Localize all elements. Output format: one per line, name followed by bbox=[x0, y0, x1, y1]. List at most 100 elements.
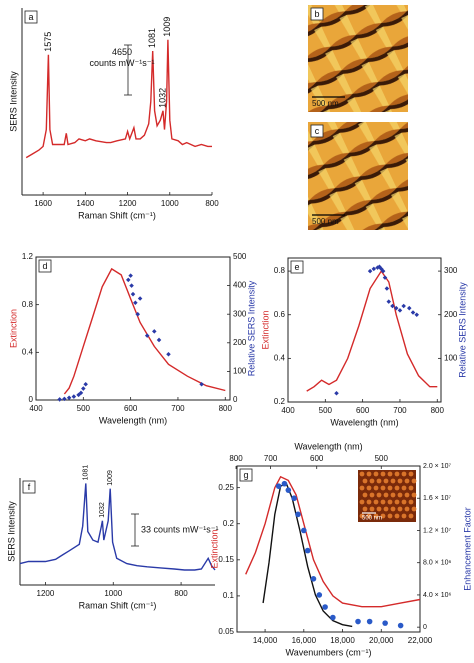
data-point bbox=[152, 329, 157, 334]
panel: 1200 1000 800 Raman Shift (cm⁻¹) SERS Intens… bbox=[6, 465, 218, 611]
data-line bbox=[245, 475, 421, 608]
data-point bbox=[367, 268, 373, 274]
inset-texture bbox=[373, 485, 379, 491]
y-tick-label: 0.05 bbox=[218, 627, 234, 636]
plot-frame bbox=[236, 465, 421, 633]
y2-tick-label: 4.0 × 10⁶ bbox=[423, 592, 451, 599]
inset-texture bbox=[397, 492, 403, 498]
data-point bbox=[301, 527, 307, 534]
x-tick-label: 1000 bbox=[104, 589, 122, 598]
data-point bbox=[281, 480, 288, 487]
y-tick-label: 0.4 bbox=[274, 353, 286, 362]
panel: 14,000 16,000 18,000 20,000 22,000 Wavenumber… bbox=[209, 441, 472, 657]
inset-texture bbox=[376, 478, 382, 484]
peak-label: 1009 bbox=[162, 17, 172, 37]
scale-bar-label: counts mW⁻¹s⁻¹ bbox=[89, 58, 154, 68]
data-point bbox=[81, 386, 86, 391]
y2-tick-label: 200 bbox=[444, 310, 458, 319]
peak-label: 1081 bbox=[147, 28, 157, 48]
inset-texture bbox=[380, 513, 386, 519]
x2-tick-label: 800 bbox=[229, 454, 243, 463]
inset-texture bbox=[404, 506, 410, 512]
afm-image bbox=[308, 5, 408, 112]
y2-axis-label: Relative SERS Intensity bbox=[246, 280, 256, 376]
data-point bbox=[382, 275, 388, 280]
data-point bbox=[199, 382, 204, 387]
x-axis-label: Raman Shift (cm⁻¹) bbox=[78, 210, 156, 220]
y-axis-label: Extinction bbox=[260, 310, 270, 349]
data-point bbox=[366, 618, 373, 625]
data-point bbox=[382, 620, 388, 626]
inset-texture bbox=[359, 471, 365, 477]
data-point bbox=[386, 299, 392, 304]
x-tick-label: 800 bbox=[174, 589, 188, 598]
panel: 400 500 600 700 800 Wavelength (nm) 0 0.4 0.8 1.2… bbox=[8, 252, 256, 425]
data-point bbox=[57, 397, 62, 402]
data-point bbox=[83, 382, 88, 387]
scale-bar-label: 4650 bbox=[112, 47, 132, 57]
data-point bbox=[390, 303, 395, 309]
inset-texture bbox=[394, 513, 400, 519]
inset-texture bbox=[369, 492, 375, 498]
x-tick-label: 500 bbox=[319, 406, 333, 415]
inset-texture bbox=[390, 492, 396, 498]
inset-texture bbox=[373, 471, 379, 477]
inset-texture bbox=[383, 478, 389, 484]
inset-texture bbox=[390, 506, 396, 512]
y2-tick-label: 100 bbox=[233, 367, 247, 376]
inset-texture bbox=[362, 478, 368, 484]
inset-texture bbox=[366, 499, 372, 505]
x-tick-label: 700 bbox=[393, 406, 407, 415]
inset-texture bbox=[369, 506, 375, 512]
y-tick-label: 1.2 bbox=[22, 252, 34, 261]
x-tick-label: 1200 bbox=[37, 589, 55, 598]
panel-label: c bbox=[315, 126, 320, 136]
data-line bbox=[306, 269, 438, 392]
x-tick-label: 1000 bbox=[161, 199, 179, 208]
x-tick-label: 14,000 bbox=[253, 636, 278, 645]
inset-texture bbox=[411, 478, 417, 484]
data-point bbox=[304, 547, 311, 554]
y2-tick-label: 300 bbox=[444, 266, 458, 275]
x-axis-label: Wavelength (nm) bbox=[99, 415, 167, 425]
inset-texture bbox=[401, 513, 407, 519]
data-point bbox=[380, 268, 386, 274]
inset-texture bbox=[387, 485, 393, 491]
y2-tick-label: 100 bbox=[444, 353, 458, 362]
x-tick-label: 800 bbox=[205, 199, 219, 208]
data-point bbox=[355, 618, 361, 625]
inset-texture bbox=[401, 499, 407, 505]
inset-texture bbox=[380, 499, 386, 505]
panel-label-box bbox=[239, 468, 253, 482]
y2-tick-label: 300 bbox=[233, 309, 247, 318]
data-point bbox=[166, 351, 171, 357]
inset-texture bbox=[394, 485, 400, 491]
x-tick-label: 400 bbox=[29, 404, 43, 413]
data-point bbox=[129, 283, 134, 288]
inset-texture bbox=[404, 478, 410, 484]
inset-texture bbox=[366, 485, 372, 491]
x-tick-label: 800 bbox=[219, 404, 233, 413]
x-tick-label: 22,000 bbox=[408, 636, 433, 645]
data-point bbox=[66, 395, 72, 400]
inset-texture bbox=[394, 471, 400, 477]
panel-label: e bbox=[294, 262, 299, 272]
x-tick-label: 500 bbox=[77, 404, 91, 413]
data-line bbox=[262, 482, 353, 628]
data-point bbox=[397, 308, 403, 313]
x-tick-label: 1600 bbox=[34, 199, 52, 208]
scale-label: 500 nm bbox=[312, 217, 339, 226]
inset-texture bbox=[359, 499, 365, 505]
x-tick-label: 16,000 bbox=[292, 636, 317, 645]
y-tick-label: 0.4 bbox=[22, 347, 34, 356]
y2-tick-label: 8.0 × 10⁶ bbox=[423, 560, 451, 567]
y-axis-label: Extinction bbox=[8, 309, 18, 348]
scale-bar-label: 33 counts mW⁻¹s⁻¹ bbox=[141, 524, 219, 534]
inset-texture bbox=[383, 492, 389, 498]
y2-tick-label: 1.6 × 10⁷ bbox=[423, 495, 451, 502]
panel-label-box bbox=[22, 480, 36, 494]
peak-label: 1575 bbox=[43, 32, 53, 52]
panel-label: b bbox=[314, 9, 319, 19]
y-tick-label: 0.8 bbox=[274, 266, 286, 275]
data-point bbox=[291, 495, 297, 502]
